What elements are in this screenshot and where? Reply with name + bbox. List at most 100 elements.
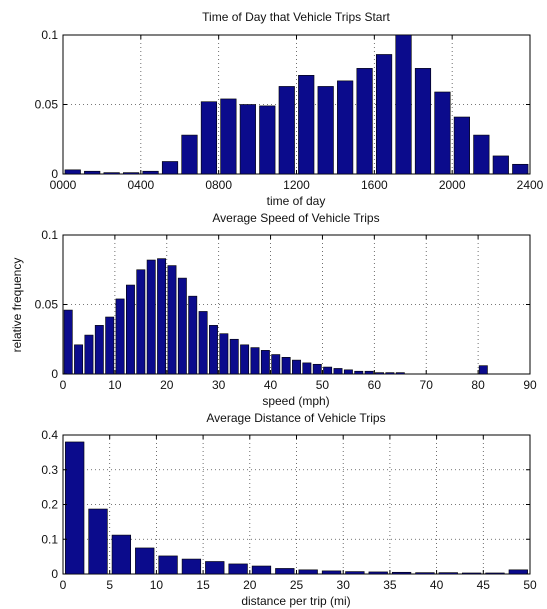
bar [281,357,291,375]
x-tick-label: 0800 [205,178,232,192]
bar [302,362,312,375]
y-tick-label: 0.1 [41,228,58,242]
bar [473,134,490,175]
bar [415,572,435,575]
x-tick-label: 0 [60,378,67,392]
bar [395,372,405,375]
bar [323,366,333,375]
x-tick-label: 25 [290,578,304,592]
bar [317,86,334,175]
bar [200,101,218,175]
bar [142,170,159,175]
bar [74,344,84,375]
bar [135,547,155,575]
bar [345,571,365,575]
bar [157,258,167,375]
bar [250,347,260,375]
x-tick-label: 0400 [127,178,154,192]
bar [414,68,432,175]
bars-time-of-day [64,34,529,175]
bar [312,363,322,375]
x-tick-label: 50 [316,378,330,392]
x-tick-label: 35 [383,578,397,592]
bar [65,441,85,575]
bar [337,80,354,175]
y-tick-label: 0 [51,367,58,381]
bar [354,370,364,375]
bar [205,561,225,575]
chart-title-time-of-day: Time of Day that Vehicle Trips Start [202,10,390,24]
bar [343,369,353,375]
bars-average-distance [65,441,528,575]
bar [375,54,393,175]
x-tick-label: 30 [337,578,351,592]
x-tick-label: 10 [108,378,122,392]
x-tick-label: 15 [196,578,210,592]
bar [188,295,198,375]
bar [88,508,108,575]
y-tick-label: 0.1 [41,532,58,546]
x-tick-label: 40 [430,578,444,592]
x-tick-label: 45 [477,578,491,592]
x-tick-label: 20 [243,578,257,592]
bar [123,172,140,175]
x-tick-label: 5 [106,578,113,592]
chart-average-speed: Average Speed of Vehicle Trips 0 10 20 30 40… [10,211,537,408]
bar [198,311,208,375]
chart-title-average-distance: Average Distance of Vehicle Trips [206,411,385,425]
bar [94,325,104,375]
y-tick-label: 0.4 [41,428,58,442]
x-tick-label: 70 [420,378,434,392]
bar [177,277,187,375]
bar [492,155,509,175]
bar [453,116,470,175]
bar [219,333,229,375]
bar [228,563,248,575]
bar [434,91,451,175]
bar [438,572,458,575]
x-tick-label: 20 [160,378,174,392]
bar [136,269,146,375]
y-tick-label: 0.1 [41,28,58,42]
bar [260,350,270,375]
bar [364,370,374,375]
bar [278,86,295,175]
bar [368,571,388,575]
y-tick-label: 0.05 [35,298,59,312]
x-axis-label-average-distance: distance per trip (mi) [241,594,350,608]
bar [356,68,373,175]
x-tick-label: 50 [523,578,537,592]
bar [391,571,412,575]
bar [158,555,178,575]
x-tick-label: 2400 [517,178,544,192]
bar [298,75,315,175]
bar [229,338,239,375]
bar [181,558,202,575]
x-tick-label: 1600 [361,178,388,192]
bar [259,105,276,175]
bar [63,309,73,375]
chart-average-distance: Average Distance of Vehicle Trips 0 5 10 15… [41,411,537,608]
bar [115,298,125,375]
bar [181,134,198,175]
bar [485,572,505,575]
y-tick-label: 0.2 [41,498,58,512]
bar [220,98,237,175]
bar [103,172,120,175]
ticks-average-distance: 0 5 10 15 20 25 30 35 40 45 50 0 0.1 0.2 0.3 0.4 [41,428,537,592]
y-tick-label: 0.3 [41,463,58,477]
bar [105,316,115,375]
ticks-average-speed: 0 10 20 30 40 50 60 70 80 90 0 0.05 0.1 [35,228,537,392]
bars-average-speed [63,258,488,375]
bar [209,325,218,375]
x-tick-label: 40 [264,378,278,392]
x-tick-label: 0 [60,578,67,592]
bar [271,354,281,375]
x-tick-label: 2000 [439,178,466,192]
x-tick-label: 60 [368,378,382,392]
x-tick-label: 90 [523,378,537,392]
y-axis-label-average-speed: relative frequency [10,258,24,353]
bar [146,259,156,375]
bar [84,170,101,175]
